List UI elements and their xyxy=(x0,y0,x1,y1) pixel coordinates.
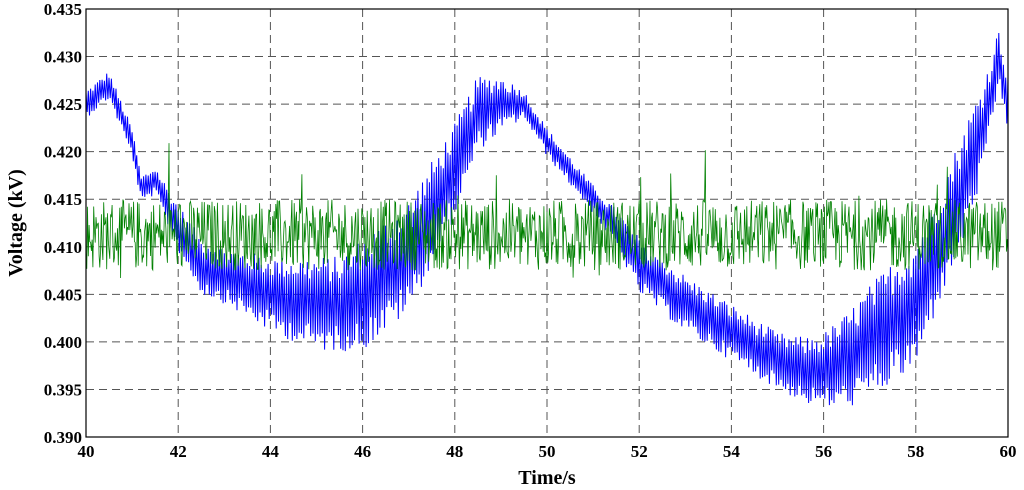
x-tick-label: 48 xyxy=(446,442,463,461)
y-tick-label: 0.400 xyxy=(44,333,82,352)
y-tick-label: 0.395 xyxy=(44,380,82,399)
x-tick-label: 58 xyxy=(907,442,924,461)
y-tick-label: 0.425 xyxy=(44,95,82,114)
y-tick-label: 0.435 xyxy=(44,0,82,19)
x-tick-label: 56 xyxy=(815,442,832,461)
x-tick-label: 46 xyxy=(354,442,371,461)
x-axis-title: Time/s xyxy=(518,467,576,489)
x-tick-label: 40 xyxy=(78,442,95,461)
y-tick-label: 0.420 xyxy=(44,143,82,162)
x-tick-label: 44 xyxy=(262,442,280,461)
series-layer xyxy=(85,32,1009,406)
y-tick-label: 0.390 xyxy=(44,428,82,447)
x-tick-labels: 40 42 44 46 48 50 52 54 56 58 60 xyxy=(78,442,1017,461)
x-tick-label: 50 xyxy=(539,442,556,461)
y-axis-title: Voltage (kV) xyxy=(5,169,27,277)
series-line-blue xyxy=(85,32,1009,406)
y-tick-label: 0.410 xyxy=(44,238,82,257)
x-tick-label: 60 xyxy=(1000,442,1017,461)
y-tick-label: 0.415 xyxy=(44,190,82,209)
y-tick-label: 0.430 xyxy=(44,48,82,67)
x-tick-label: 42 xyxy=(170,442,187,461)
x-tick-label: 54 xyxy=(723,442,741,461)
x-tick-label: 52 xyxy=(631,442,648,461)
y-tick-labels: 0.390 0.395 0.400 0.405 0.410 0.415 0.420 0.425… xyxy=(44,0,82,447)
y-tick-label: 0.405 xyxy=(44,285,82,304)
series-line-green xyxy=(85,143,1009,279)
plot-frame xyxy=(85,8,1009,438)
